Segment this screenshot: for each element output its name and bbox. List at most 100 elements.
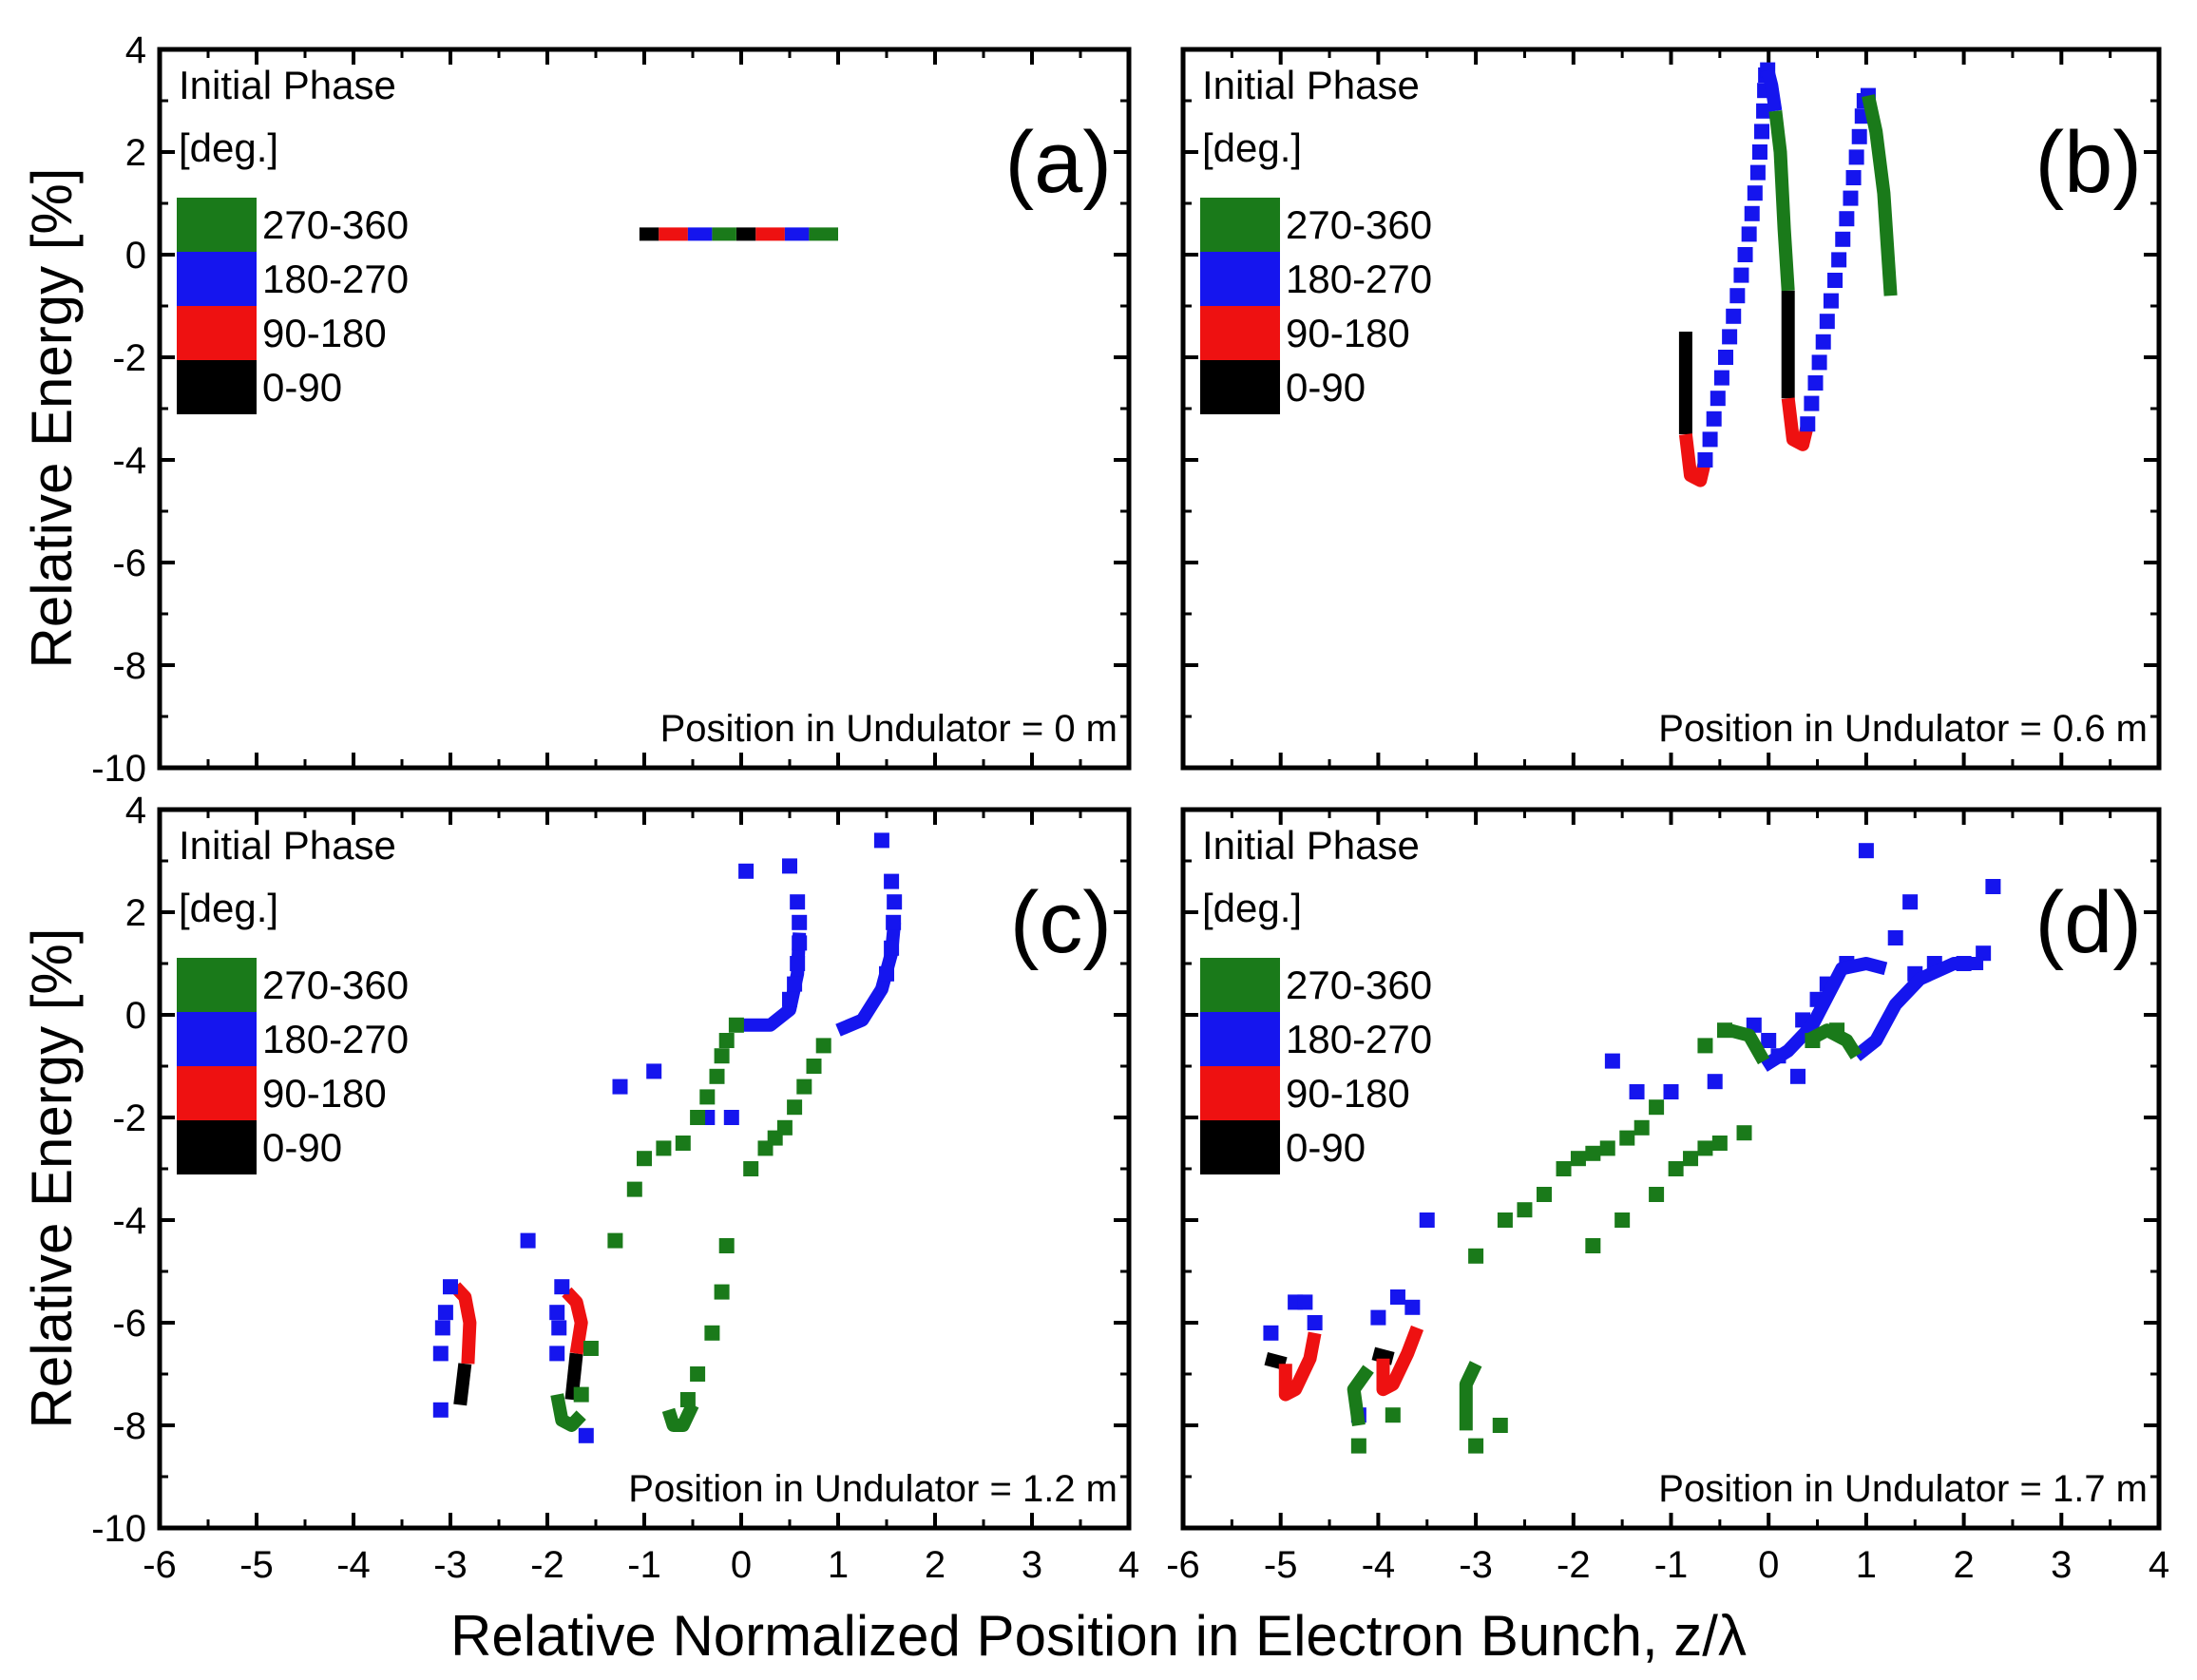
series-180-270-point xyxy=(1747,185,1763,201)
series-270-360-point xyxy=(607,1232,623,1249)
series-180-270-point xyxy=(1858,843,1874,859)
series-90-180-curve xyxy=(1781,397,1815,451)
series-180-270-point xyxy=(1819,314,1835,330)
series-180-270-point xyxy=(1741,226,1757,242)
legend-label-180-270: 180-270 xyxy=(1286,257,1432,301)
series-270-360-point xyxy=(1697,1038,1713,1054)
series-180-270-point xyxy=(1297,1294,1313,1310)
y-tick-label: -6 xyxy=(112,543,146,584)
series-180-270-point xyxy=(520,1232,536,1249)
series-270-360-point xyxy=(1497,1212,1513,1228)
x-tick-label: 2 xyxy=(1953,1544,1974,1586)
series-180-270-point xyxy=(1902,894,1919,910)
series-270-360-point xyxy=(1468,1438,1484,1454)
legend-label-90-180: 90-180 xyxy=(1286,1071,1410,1116)
y-tick-label: -2 xyxy=(112,1098,146,1139)
legend-label-270-360: 270-360 xyxy=(1286,963,1432,1007)
series-180-270-point xyxy=(1707,1074,1723,1090)
panel-a: 4 2 0 -2 -4 -6 -8 -10 Initial Phase [deg.] 270-360… xyxy=(91,29,1132,790)
series-180-270-point xyxy=(792,935,808,951)
series-180-270-point xyxy=(1761,1033,1777,1048)
series-180-270-point xyxy=(1733,267,1749,283)
series-180-270-point xyxy=(782,858,797,874)
series-270-360-point xyxy=(1599,1140,1615,1156)
series-180-270-point xyxy=(792,914,808,930)
series-270-360-point xyxy=(714,1284,730,1300)
series-180-270-point xyxy=(790,894,806,910)
x-tick-label: 4 xyxy=(2149,1544,2169,1586)
series-180-270-point xyxy=(443,1279,458,1295)
series-270-360-point xyxy=(718,1238,735,1253)
series-180-270-point xyxy=(884,940,900,956)
series-180-270-point xyxy=(884,873,900,889)
series-0-90-curve xyxy=(1264,1352,1288,1370)
series-180-270-point xyxy=(1887,930,1903,945)
series-180-270-point xyxy=(1419,1212,1435,1228)
y-tick-label: -10 xyxy=(91,1508,146,1550)
series-180-270-curve xyxy=(1760,957,1888,1072)
series-180-270-point xyxy=(1744,205,1760,221)
series-180-270-point xyxy=(434,1320,450,1336)
legend-swatch-0-90 xyxy=(177,1120,257,1174)
panel-b: Initial Phase [deg.] 270-360 180-270 90-180 0… xyxy=(1180,47,2162,771)
y-tick-label: 4 xyxy=(125,790,146,831)
legend-swatch-270-360 xyxy=(1200,198,1280,252)
x-tick-label: 3 xyxy=(1022,1544,1042,1586)
series-270-360-point xyxy=(1716,1022,1732,1039)
x-tick-label: -5 xyxy=(1264,1544,1298,1586)
series-270-360-point xyxy=(1668,1161,1684,1176)
series-180-270-point xyxy=(887,894,903,910)
position-annotation: Position in Undulator = 1.2 m xyxy=(628,1468,1118,1510)
legend-swatch-90-180 xyxy=(177,1066,257,1120)
series-180-270-point xyxy=(1710,391,1726,407)
legend-swatch-180-270 xyxy=(1200,1012,1280,1066)
position-annotation: Position in Undulator = 0.6 m xyxy=(1658,708,2148,750)
series-180-270-point xyxy=(1663,1084,1679,1099)
series-180-270-point xyxy=(1815,334,1831,350)
series-180-270-point xyxy=(873,832,889,849)
x-tick-label: -1 xyxy=(627,1544,661,1586)
series-270-360-curve xyxy=(1862,94,1898,296)
series-270-360-curve xyxy=(1459,1361,1482,1431)
x-tick-label: -4 xyxy=(336,1544,371,1586)
legend-label-90-180: 90-180 xyxy=(262,311,387,355)
legend-label-0-90: 0-90 xyxy=(1286,1125,1366,1170)
legend-title-units: [deg.] xyxy=(1202,886,1302,930)
series-180-270-point xyxy=(1370,1309,1386,1326)
series-90-180-curve xyxy=(450,1282,477,1365)
series-270-360-point xyxy=(714,1048,730,1064)
y-tick-label: 2 xyxy=(125,132,146,174)
series-270-360-point xyxy=(1350,1438,1366,1454)
legend-label-180-270: 180-270 xyxy=(262,1017,409,1061)
series-90-180-curve xyxy=(1678,433,1712,487)
series-270-360-point xyxy=(656,1140,672,1156)
legend-swatch-0-90 xyxy=(1200,1120,1280,1174)
legend-title: Initial Phase xyxy=(1202,823,1420,868)
series-270-360-point xyxy=(699,1089,716,1105)
series-180-270-point xyxy=(578,1427,594,1443)
legend-label-180-270: 180-270 xyxy=(262,257,409,301)
legend-title-units: [deg.] xyxy=(1202,125,1302,170)
y-tick-label: 4 xyxy=(125,29,146,71)
legend-label-0-90: 0-90 xyxy=(1286,365,1366,410)
y-tick-label: -2 xyxy=(112,337,146,379)
legend-title-units: [deg.] xyxy=(179,886,278,930)
series-180-270-point xyxy=(432,1402,449,1418)
x-tick-label: -2 xyxy=(530,1544,564,1586)
series-180-270-point xyxy=(1389,1289,1405,1305)
series-270-360-point xyxy=(709,1068,725,1084)
series-270-360-curve xyxy=(1728,1023,1770,1065)
legend-title-units: [deg.] xyxy=(179,125,278,170)
series-180-270-point xyxy=(1985,879,2001,894)
x-tick-label: -1 xyxy=(1654,1544,1689,1586)
series-180-270-point xyxy=(1697,452,1713,468)
x-tick-label: 4 xyxy=(1118,1544,1139,1586)
series-180-270-point xyxy=(1706,410,1722,427)
series-270-360-point xyxy=(679,1392,696,1407)
series-270-360-point xyxy=(1649,1099,1665,1116)
legend-swatch-90-180 xyxy=(1200,1066,1280,1120)
series-270-360-point xyxy=(675,1136,691,1151)
series-0-90-curve xyxy=(564,1352,583,1401)
legend-title: Initial Phase xyxy=(179,823,396,868)
